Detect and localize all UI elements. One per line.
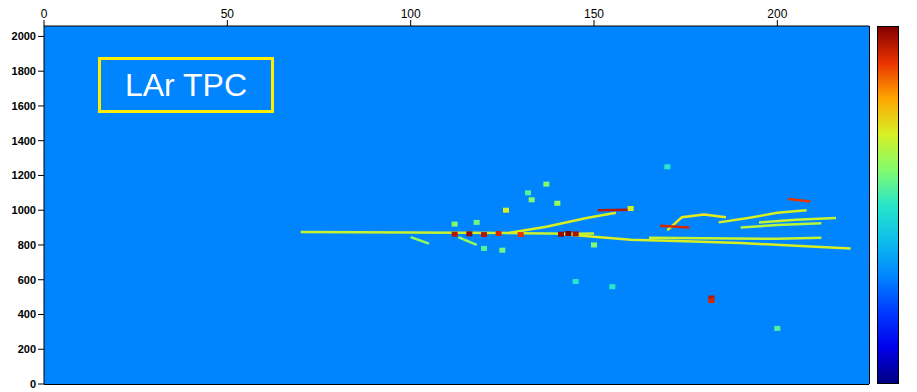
svg-text:1600: 1600	[12, 100, 36, 112]
svg-text:1400: 1400	[12, 135, 36, 147]
svg-text:0: 0	[41, 7, 48, 21]
svg-text:0: 0	[30, 378, 36, 390]
svg-text:200: 200	[18, 343, 36, 355]
svg-text:800: 800	[18, 239, 36, 251]
svg-text:2000: 2000	[12, 30, 36, 42]
svg-text:1000: 1000	[12, 204, 36, 216]
svg-text:100: 100	[401, 7, 421, 21]
svg-text:400: 400	[18, 308, 36, 320]
svg-text:1800: 1800	[12, 65, 36, 77]
html-text:LAr TPC: LAr TPC	[124, 66, 247, 103]
svg-text:200: 200	[767, 7, 787, 21]
svg-text:150: 150	[584, 7, 604, 21]
svg-text:600: 600	[18, 274, 36, 286]
svg-text:50: 50	[221, 7, 235, 21]
svg-text:1200: 1200	[12, 169, 36, 181]
